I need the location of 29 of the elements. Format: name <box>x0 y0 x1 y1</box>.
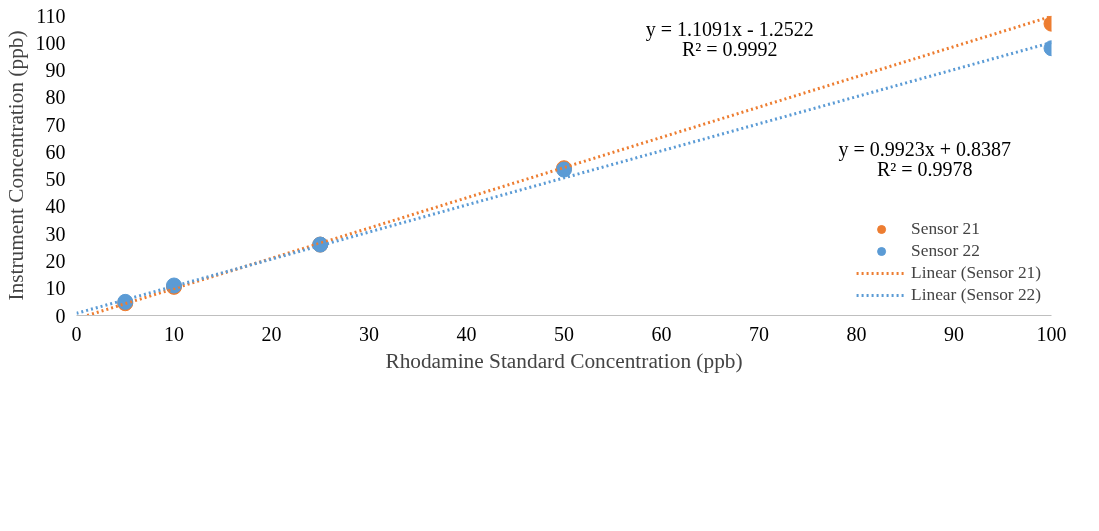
x-tick-label: 40 <box>456 322 477 345</box>
x-tick-label: 10 <box>164 322 184 345</box>
y-tick-label: 10 <box>45 277 66 300</box>
x-tick-label: 100 <box>1036 322 1067 345</box>
x-axis-title: Rhodamine Standard Concentration (ppb) <box>385 348 743 373</box>
y-tick-label: 90 <box>45 59 66 82</box>
y-tick-label: 60 <box>45 140 66 163</box>
y-tick-label: 30 <box>45 222 66 245</box>
x-tick-label: 80 <box>846 322 867 345</box>
y-axis-title: Instrument Concentration (ppb) <box>3 30 28 301</box>
x-tick-label: 90 <box>944 322 964 345</box>
legend-label: Linear (Sensor 22) <box>911 285 1041 305</box>
legend-label: Sensor 22 <box>911 241 980 261</box>
legend-label: Sensor 21 <box>911 219 980 239</box>
y-tick-label: 40 <box>45 195 66 218</box>
x-tick-label: 30 <box>359 322 379 345</box>
y-tick-label: 70 <box>45 113 66 136</box>
y-tick-label: 0 <box>55 304 66 327</box>
x-tick-label: 0 <box>71 322 82 345</box>
x-tick-label: 50 <box>554 322 574 345</box>
y-tick-label: 100 <box>35 31 66 54</box>
x-tick-label: 60 <box>651 322 672 345</box>
x-tick-label: 70 <box>749 322 769 345</box>
legend-label: Linear (Sensor 21) <box>911 263 1041 283</box>
y-tick-label: 20 <box>45 249 66 272</box>
y-tick-label: 80 <box>45 86 66 109</box>
x-tick-label: 20 <box>261 322 282 345</box>
y-tick-label: 110 <box>36 4 66 27</box>
y-tick-label: 50 <box>45 168 66 191</box>
